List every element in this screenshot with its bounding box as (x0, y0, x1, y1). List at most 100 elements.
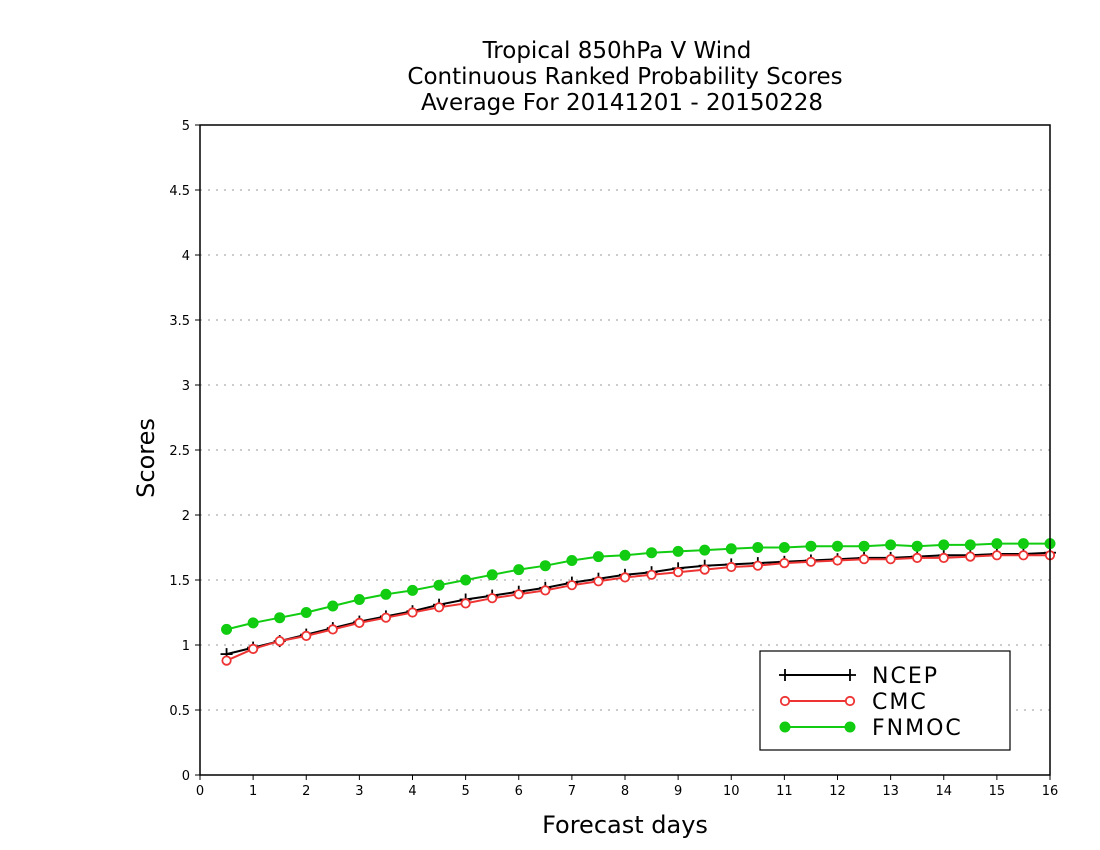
y-tick-label: 4 (182, 249, 190, 264)
data-point-fnmoc (460, 574, 472, 586)
data-point-cmc (407, 607, 418, 618)
data-point-fnmoc (964, 539, 976, 551)
chart-title: Tropical 850hPa V Wind Continuous Ranked… (407, 38, 842, 116)
data-point-cmc (327, 624, 338, 635)
data-point-cmc (885, 554, 896, 565)
y-axis-ticks: 0 0.5 1 1.5 2 2.5 3 3.5 4 4.5 5 (169, 119, 200, 784)
legend-item-cmc: CMC (779, 690, 926, 715)
data-point-cmc (938, 552, 949, 564)
series-cmc (221, 550, 1056, 666)
x-tick-label: 2 (302, 784, 310, 799)
data-point-cmc (513, 589, 524, 600)
x-tick-label: 13 (882, 784, 899, 799)
x-tick-label: 3 (355, 784, 363, 799)
data-point-cmc (301, 630, 312, 642)
data-point-fnmoc (805, 540, 817, 552)
data-point-cmc (646, 569, 657, 580)
title-line-2: Continuous Ranked Probability Scores (407, 64, 842, 90)
data-point-fnmoc (885, 539, 897, 551)
data-point-fnmoc (407, 584, 418, 596)
data-point-cmc (380, 612, 392, 623)
data-point-cmc (540, 585, 551, 596)
y-tick-label: 4.5 (169, 184, 190, 199)
data-point-fnmoc (858, 540, 870, 552)
data-point-fnmoc (619, 549, 631, 561)
data-point-cmc (566, 580, 577, 591)
data-point-fnmoc (433, 579, 445, 591)
x-axis-ticks: 0 1 2 3 4 5 6 7 8 9 10 11 12 13 14 15 16 (196, 775, 1058, 799)
x-tick-label: 15 (989, 784, 1006, 799)
legend-marker (779, 669, 791, 681)
data-point-cmc (673, 567, 684, 578)
legend-item-ncep: NCEP (779, 664, 937, 689)
data-point-fnmoc (832, 540, 843, 552)
x-tick-label: 12 (829, 784, 846, 799)
data-point-fnmoc (353, 594, 365, 605)
grid-lines (200, 189, 1050, 711)
y-tick-label: 3.5 (169, 314, 190, 329)
data-point-fnmoc (911, 540, 923, 552)
data-point-cmc (752, 560, 763, 571)
y-tick-label: 2 (182, 509, 190, 524)
y-tick-label: 2.5 (169, 444, 190, 459)
data-point-cmc (858, 554, 870, 565)
data-point-cmc (433, 602, 445, 613)
x-tick-label: 14 (935, 784, 952, 799)
legend-marker (844, 669, 856, 681)
data-point-cmc (965, 551, 976, 562)
title-line-1: Tropical 850hPa V Wind (482, 38, 752, 64)
legend-marker (779, 695, 791, 707)
legend-marker (779, 721, 791, 733)
data-point-fnmoc (247, 617, 259, 629)
data-point-fnmoc (566, 555, 578, 566)
x-tick-label: 16 (1042, 784, 1059, 799)
data-point-fnmoc (486, 569, 498, 581)
plot-frame (199, 124, 1051, 776)
series-layer (220, 538, 1056, 666)
y-axis-label: Scores (132, 418, 160, 498)
data-point-fnmoc (778, 542, 790, 553)
x-tick-label: 1 (249, 784, 257, 799)
y-tick-label: 1.5 (169, 574, 190, 589)
legend-item-fnmoc: FNMOC (779, 716, 961, 741)
data-point-cmc (248, 643, 259, 655)
x-axis-label: Forecast days (542, 811, 708, 839)
data-point-cmc (274, 635, 285, 647)
data-point-fnmoc (699, 544, 711, 556)
data-point-cmc (912, 552, 923, 564)
x-tick-label: 10 (723, 784, 740, 799)
data-point-cmc (354, 617, 365, 629)
x-tick-label: 5 (461, 784, 469, 799)
y-tick-label: 0 (182, 769, 190, 784)
data-point-fnmoc (380, 588, 392, 600)
data-point-cmc (832, 555, 843, 566)
data-point-cmc (619, 572, 631, 583)
series-line-ncep (226, 551, 1051, 656)
data-point-cmc (460, 598, 471, 609)
data-point-fnmoc (300, 607, 312, 618)
data-point-fnmoc (513, 564, 525, 576)
data-point-fnmoc (274, 612, 286, 624)
data-point-fnmoc (991, 538, 1003, 550)
data-point-fnmoc (672, 545, 684, 557)
data-point-cmc (779, 557, 790, 569)
data-point-fnmoc (725, 543, 737, 555)
y-tick-label: 0.5 (169, 704, 190, 719)
data-point-cmc (726, 561, 737, 573)
data-point-fnmoc (646, 547, 658, 559)
data-point-cmc (487, 593, 498, 604)
data-point-fnmoc (1017, 538, 1029, 550)
legend-marker (844, 695, 856, 707)
x-tick-label: 0 (196, 784, 204, 799)
title-line-3: Average For 20141201 - 20150228 (421, 90, 823, 116)
legend-marker (844, 721, 856, 733)
data-point-fnmoc (938, 539, 950, 551)
data-point-cmc (805, 556, 817, 567)
x-tick-label: 11 (776, 784, 793, 799)
x-tick-label: 4 (408, 784, 416, 799)
series-line-cmc (226, 554, 1050, 662)
data-point-fnmoc (327, 600, 339, 612)
data-point-fnmoc (592, 551, 604, 563)
x-tick-label: 6 (515, 784, 523, 799)
